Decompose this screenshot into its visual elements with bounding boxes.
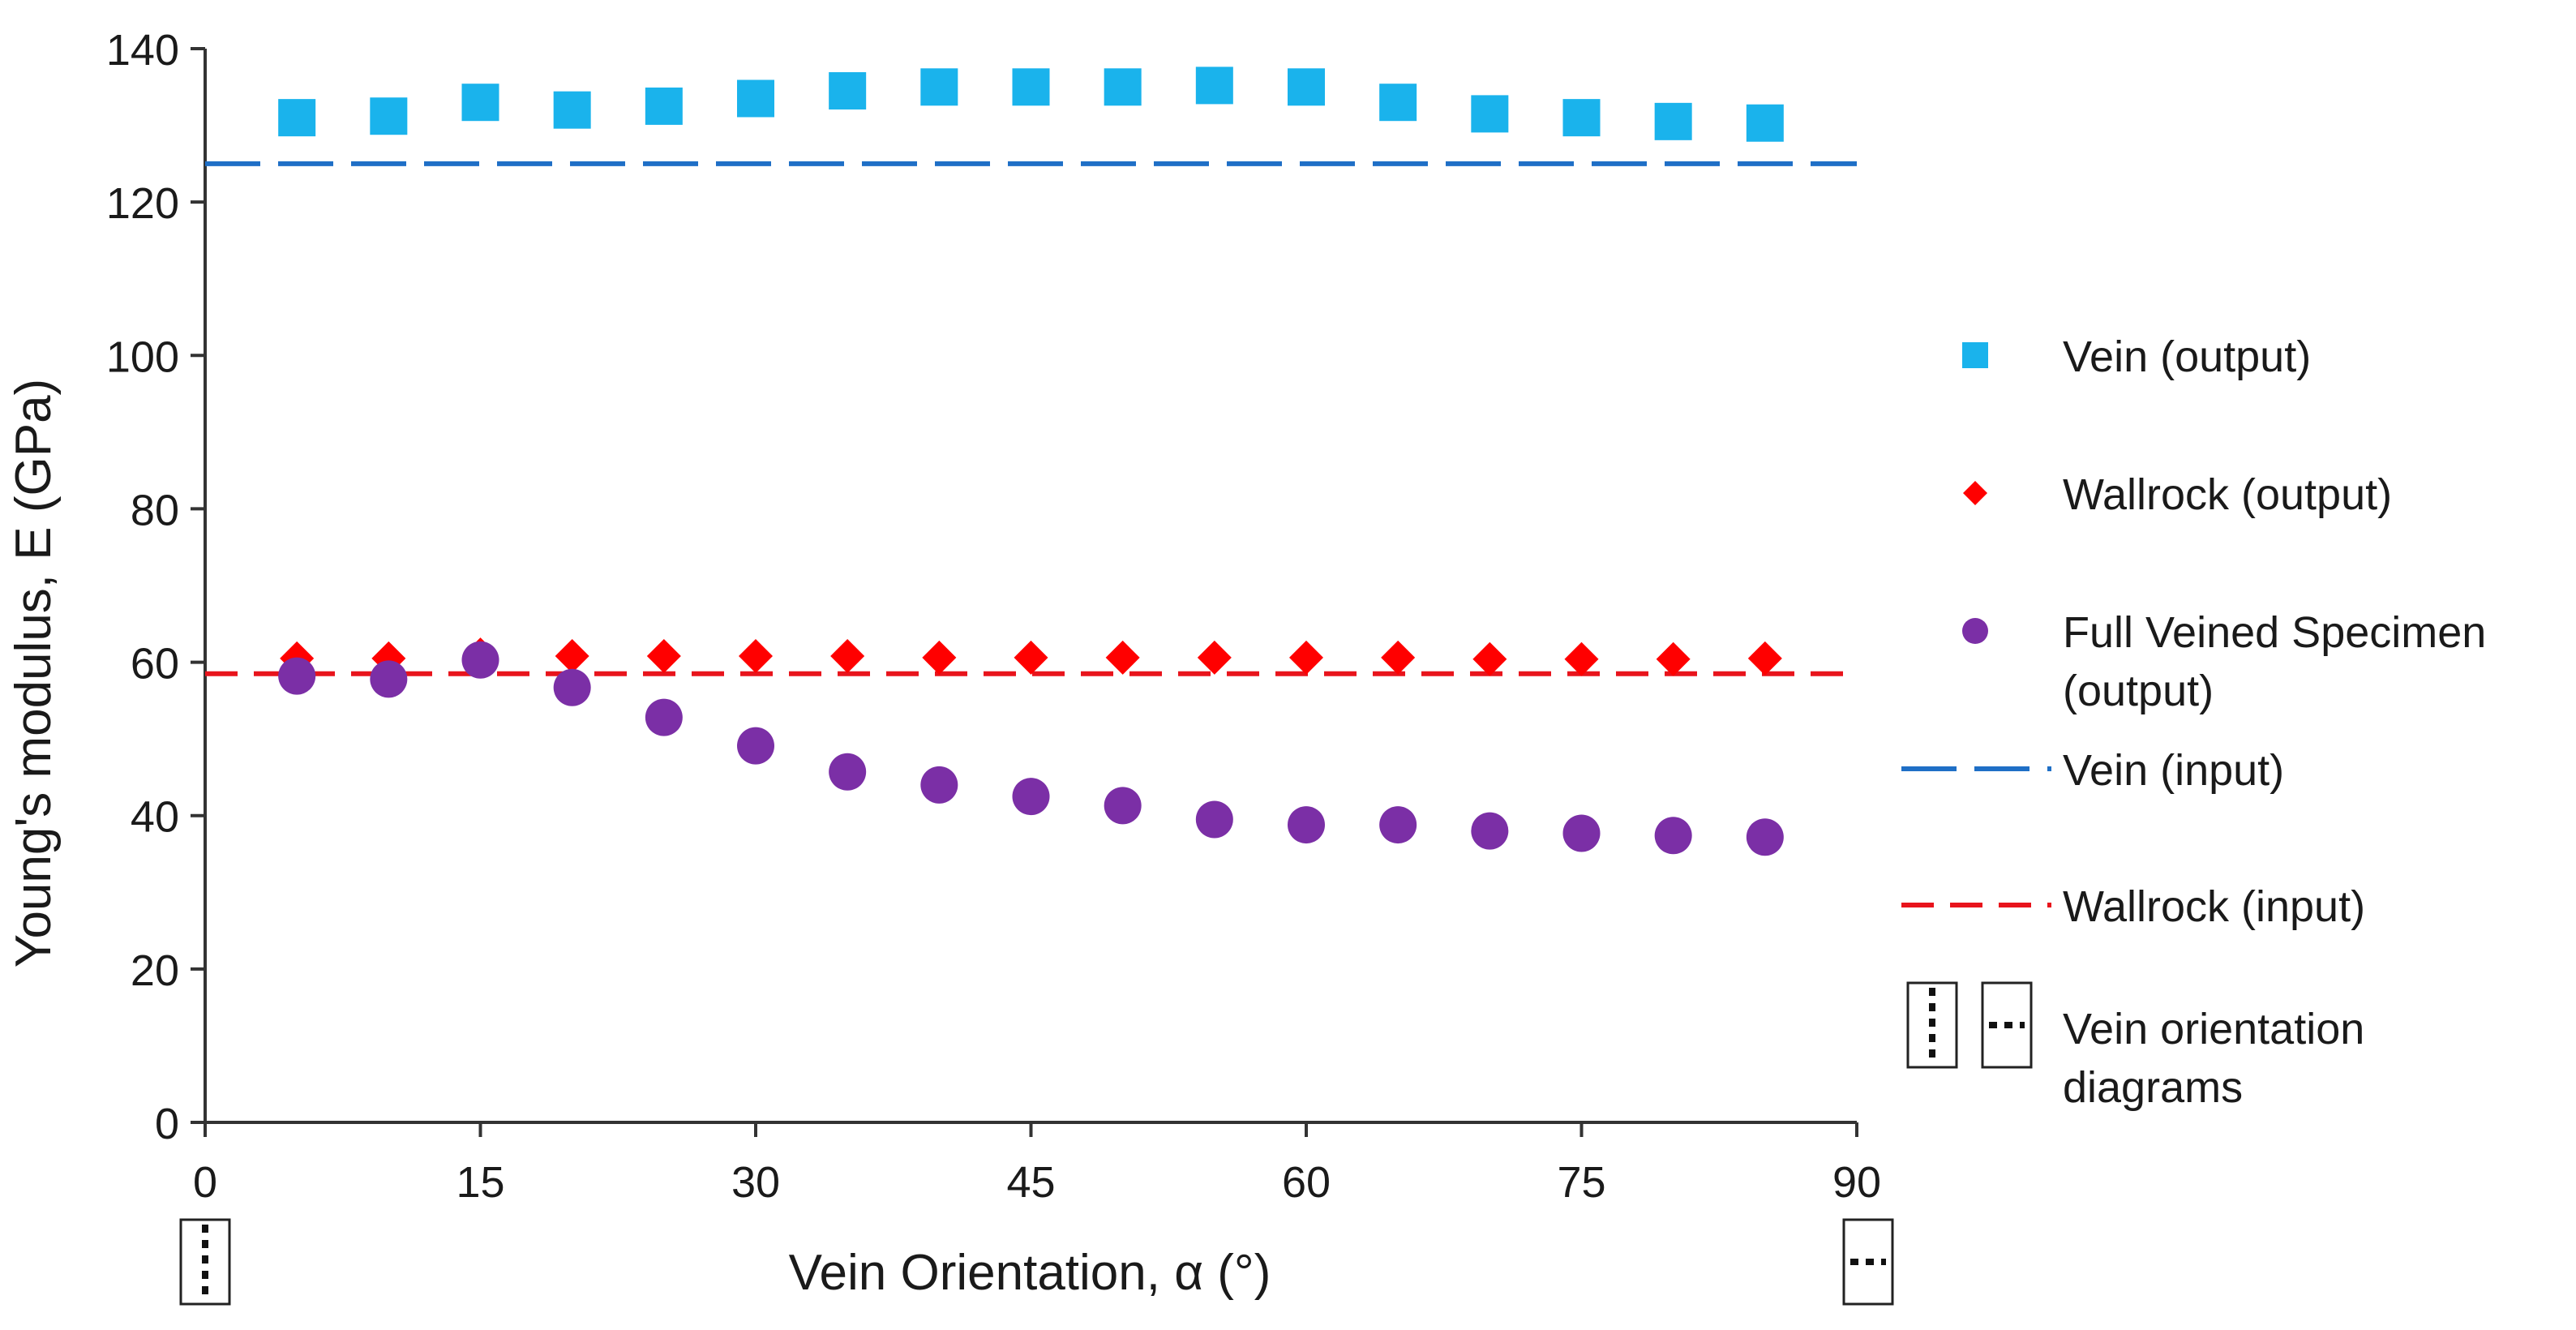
full-specimen-output-point (1746, 818, 1784, 856)
y-tick-label: 140 (106, 26, 179, 75)
wallrock-output-point (1472, 641, 1507, 676)
legend-label: Full Veined Specimen (2063, 608, 2486, 657)
legend-label: Vein (input) (2063, 746, 2284, 795)
orientation-diagrams (179, 1218, 1894, 1306)
wallrock-output-point (1564, 641, 1599, 676)
legend-diagram-horizontal (1981, 981, 2033, 1069)
legend-label: diagrams (2063, 1063, 2243, 1112)
x-tick-label: 30 (731, 1158, 780, 1207)
full-specimen-output-point (1195, 800, 1233, 839)
vein-output-point (461, 84, 499, 122)
wallrock-output-point (1197, 640, 1232, 675)
y-tick-label: 120 (106, 179, 179, 228)
full-specimen-output-point (829, 753, 867, 791)
wallrock-output-point (1014, 640, 1048, 675)
vein-output-point (1104, 68, 1142, 106)
legend-item-1: Wallrock (output) (1963, 470, 2392, 519)
legend-diagram-vertical (1906, 981, 1958, 1069)
vein-output-point (737, 79, 774, 118)
legend-label: (output) (2063, 667, 2214, 715)
x-tick-label: 45 (1006, 1158, 1055, 1207)
legend-symbol (1962, 342, 1988, 368)
x-tick-label: 0 (193, 1158, 217, 1207)
full-specimen-output-point (1562, 814, 1601, 852)
legend-symbol (1962, 618, 1988, 644)
legend-label: Vein orientation (2063, 1005, 2364, 1053)
wallrock-output-point (1105, 640, 1140, 675)
legend-item-4: Wallrock (input) (1901, 882, 2365, 931)
vein-output-point (1471, 95, 1509, 133)
full-specimen-output-point (1104, 787, 1142, 825)
y-tick-label: 100 (106, 332, 179, 381)
wallrock-output-point (1656, 641, 1691, 676)
vein-output-point (1562, 99, 1601, 137)
full-specimen-output-point (461, 641, 499, 679)
vein-output-point (1654, 102, 1692, 140)
full-specimen-output-point (1471, 812, 1509, 850)
vein-output-point (645, 87, 683, 125)
x-tick-label: 90 (1832, 1158, 1881, 1207)
y-axis-label: Young's modulus, E (GPa) (6, 379, 62, 967)
vein-output-point (370, 97, 408, 135)
y-tick-label: 40 (131, 793, 179, 842)
diagram-box (1906, 981, 1958, 1069)
full-specimen-output-point (737, 727, 774, 765)
legend-item-orientation-diagrams: Vein orientation diagrams (1906, 981, 2364, 1112)
legend-label: Wallrock (output) (2063, 470, 2392, 519)
full-specimen-output-point (1379, 806, 1417, 844)
axes: 0 20 40 60 80 100 120 140 0 15 30 45 60 75 90 (106, 26, 1881, 1207)
legend-item-0: Vein (output) (1962, 332, 2311, 381)
vein-output-point (1012, 68, 1050, 106)
wallrock-output-point (555, 639, 589, 674)
full-specimen-output-point (1012, 778, 1050, 816)
legend-label: Vein (output) (2063, 332, 2311, 381)
wallrock-output-point (1747, 641, 1782, 676)
orientation-diagram-0deg (179, 1218, 231, 1306)
x-axis-label: Vein Orientation, α (°) (789, 1245, 1271, 1301)
vein-output-point (1288, 68, 1325, 106)
vein-output-point (1379, 84, 1417, 122)
full-specimen-output-point (1288, 806, 1325, 844)
vein-output-point (1746, 104, 1784, 142)
wallrock-output-point (646, 639, 681, 674)
vein-output-point (1195, 66, 1233, 105)
legend-label: Wallrock (input) (2063, 882, 2365, 931)
full-specimen-output-point (278, 657, 316, 695)
wallrock-output-point (1289, 640, 1323, 675)
y-tick-label: 80 (131, 486, 179, 534)
full-specimen-output-point (920, 766, 958, 804)
data-marks (278, 66, 1784, 856)
orientation-diagram-90deg (1842, 1218, 1894, 1306)
vein-output-point (829, 72, 867, 110)
x-tick-label: 60 (1282, 1158, 1331, 1207)
y-tick-label: 60 (131, 640, 179, 689)
full-specimen-output-point (553, 668, 591, 706)
legend: Vein (output) Wallrock (output) Full Veine… (1901, 332, 2486, 1112)
legend-symbol (1963, 481, 1987, 505)
full-specimen-output-point (645, 698, 683, 736)
legend-item-2: Full Veined Specimen (output) (1962, 608, 2486, 715)
wallrock-output-point (830, 639, 865, 674)
full-specimen-output-point (370, 660, 408, 698)
legend-item-3: Vein (input) (1901, 746, 2284, 795)
x-tick-label: 15 (456, 1158, 504, 1207)
vein-output-point (278, 99, 316, 137)
wallrock-output-point (922, 640, 957, 675)
x-tick-label: 75 (1557, 1158, 1605, 1207)
wallrock-output-point (1381, 640, 1416, 675)
wallrock-output-point (739, 639, 773, 674)
y-tick-label: 20 (131, 946, 179, 995)
y-tick-label: 0 (155, 1100, 179, 1148)
vein-output-point (920, 68, 958, 106)
vein-output-point (553, 91, 591, 129)
full-specimen-output-point (1654, 817, 1692, 855)
